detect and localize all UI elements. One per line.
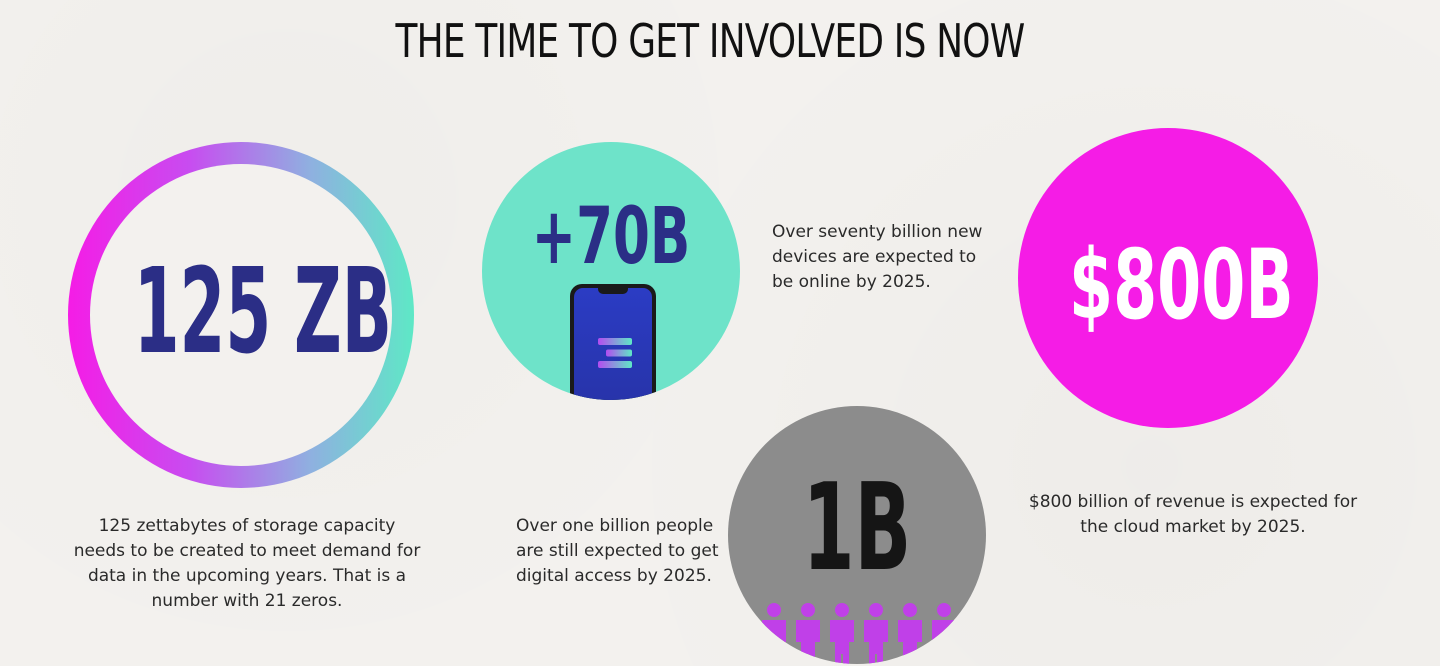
storage-value: 125 ZB [133,242,392,380]
storage-caption: 125 zettabytes of storage capacity needs… [73,516,421,611]
storage-ring: 125 ZB [68,142,414,488]
people-icon [762,603,956,664]
person-icon [898,603,922,664]
person-icon [864,603,888,664]
phone-screen [574,288,652,400]
revenue-circle: $800B [1018,128,1318,428]
devices-value: +70B [531,192,691,282]
people-value: 1B [802,459,912,598]
revenue-caption: $800 billion of revenue is expected for … [1028,492,1358,537]
page-title: THE TIME TO GET INVOLVED IS NOW [395,14,1026,68]
phone-notch [598,288,628,294]
smartphone-icon [570,284,656,400]
revenue-value: $800B [1069,229,1294,341]
person-icon [762,603,786,664]
storage-ring-inner [90,164,392,466]
devices-caption: Over seventy billion new devices are exp… [772,222,983,292]
devices-circle: +70B [482,142,740,400]
person-icon [830,603,854,664]
person-icon [796,603,820,664]
people-caption: Over one billion people are still expect… [516,516,719,586]
people-circle: 1B [728,406,986,664]
person-icon [932,603,956,664]
app-logo-icon [598,338,632,368]
